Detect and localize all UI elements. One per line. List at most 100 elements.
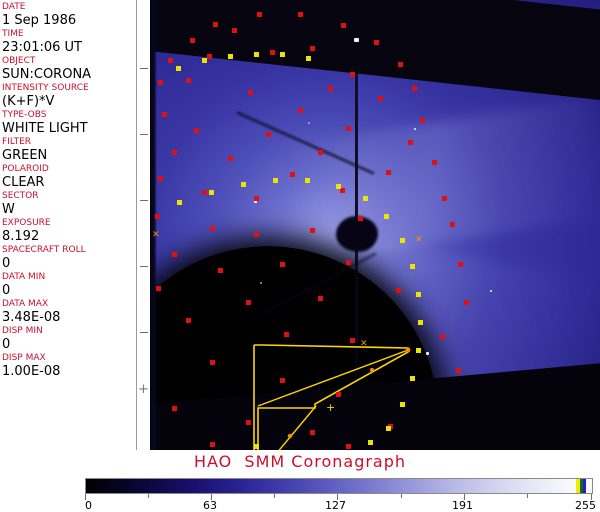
- metadata-value-date: 1 Sep 1986: [2, 13, 77, 28]
- feature-marker-yellow: [400, 238, 405, 243]
- feature-marker-yellow: [363, 196, 368, 201]
- page-title: HAO SMM Coronagraph: [193, 452, 407, 471]
- metadata-label-intensity-source: INTENSITY SOURCE: [2, 83, 89, 93]
- metadata-field-data-max: DATA MAX 3.48E-08: [2, 299, 136, 325]
- corona-field: [150, 0, 600, 450]
- feature-marker-orange-x: ✕: [360, 339, 368, 349]
- metadata-field-disp-max: DISP MAX 1.00E-08: [2, 353, 136, 379]
- feature-marker-yellow: [254, 52, 259, 57]
- occulter-center-blob: [336, 216, 378, 252]
- feature-marker-red: [266, 132, 271, 137]
- metadata-field-data-min: DATA MIN 0: [2, 272, 136, 298]
- metadata-label-date: DATE: [2, 2, 26, 12]
- metadata-value-polaroid: CLEAR: [2, 175, 45, 190]
- colorbar-tick-label-0: 0: [85, 499, 92, 512]
- feature-marker-red: [386, 170, 391, 175]
- metadata-sidebar: DATE 1 Sep 1986 TIME 23:01:06 UT OBJECT …: [0, 0, 137, 450]
- polygon-center-crosshair: +: [326, 401, 336, 414]
- colorbar[interactable]: [85, 478, 593, 494]
- feature-marker-yellow: [306, 56, 311, 61]
- feature-marker-red: [232, 28, 237, 33]
- feature-marker-yellow: [386, 426, 391, 431]
- feature-marker-red: [378, 96, 383, 101]
- feature-marker-red: [172, 150, 177, 155]
- bright-point: [354, 38, 359, 42]
- feature-marker-red: [350, 338, 355, 343]
- metadata-value-data-min: 0: [2, 283, 11, 298]
- feature-marker-red: [172, 252, 177, 257]
- feature-marker-orange-x: ✕: [152, 230, 160, 240]
- metadata-field-spacecraft-roll: SPACECRAFT ROLL 0: [2, 245, 136, 271]
- feature-marker-red: [420, 118, 425, 123]
- metadata-field-intensity-source: INTENSITY SOURCE (K+F)*V: [2, 83, 136, 109]
- metadata-field-disp-min: DISP MIN 0: [2, 326, 136, 352]
- colorbar-tick-major: [337, 494, 338, 500]
- metadata-label-polaroid: POLAROID: [2, 164, 49, 174]
- colorbar-tick-major: [464, 494, 465, 500]
- metadata-label-type-obs: TYPE-OBS: [2, 110, 47, 120]
- feature-marker-red: [248, 90, 253, 95]
- bright-point: [414, 128, 416, 130]
- colorbar-tick-major: [591, 494, 592, 500]
- feature-marker-yellow: [368, 440, 373, 445]
- feature-marker-yellow: [305, 178, 310, 183]
- feature-marker-yellow: [273, 178, 278, 183]
- colorbar-stripe-yellow: [576, 479, 580, 493]
- feature-marker-red: [210, 442, 215, 447]
- metadata-value-intensity-source: (K+F)*V: [2, 94, 55, 109]
- metadata-label-spacecraft-roll: SPACECRAFT ROLL: [2, 245, 86, 255]
- feature-marker-red: [190, 38, 195, 43]
- feature-marker-red: [168, 58, 173, 63]
- feature-marker-yellow: [254, 444, 259, 449]
- metadata-value-filter: GREEN: [2, 148, 48, 163]
- feature-marker-red: [158, 176, 163, 181]
- coronagraph-image[interactable]: +: [150, 0, 600, 450]
- feature-marker-yellow: [176, 66, 181, 71]
- feature-marker-yellow: [177, 200, 182, 205]
- metadata-value-type-obs: WHITE LIGHT: [2, 121, 88, 136]
- feature-marker-red: [213, 22, 218, 27]
- metadata-value-disp-max: 1.00E-08: [2, 364, 61, 379]
- feature-marker-red: [298, 12, 303, 17]
- metadata-label-sector: SECTOR: [2, 191, 39, 201]
- feature-marker-red: [270, 50, 275, 55]
- metadata-field-date: DATE 1 Sep 1986: [2, 2, 136, 28]
- metadata-label-disp-min: DISP MIN: [2, 326, 43, 336]
- feature-marker-red: [162, 112, 167, 117]
- feature-marker-red: [450, 222, 455, 227]
- axis-tick-left: [140, 134, 148, 135]
- colorbar-stripe-blue: [583, 479, 586, 493]
- feature-marker-yellow: [209, 190, 214, 195]
- colorbar-tick-minor: [527, 494, 528, 498]
- colorbar-tick-major: [85, 494, 86, 500]
- feature-marker-red: [358, 216, 363, 221]
- metadata-value-sector: W: [2, 202, 15, 217]
- feature-marker-red: [254, 232, 259, 237]
- colorbar-axis: 0 63 127 191 255: [85, 494, 596, 512]
- metadata-value-data-max: 3.48E-08: [2, 310, 61, 325]
- feature-marker-red: [396, 288, 401, 293]
- feature-marker-red: [158, 80, 163, 85]
- feature-marker-red: [284, 332, 289, 337]
- feature-marker-red: [442, 196, 447, 201]
- field-edge-left: [150, 0, 157, 450]
- metadata-label-disp-max: DISP MAX: [2, 353, 46, 363]
- feature-marker-red: [440, 334, 445, 339]
- bright-point: [254, 200, 257, 203]
- metadata-label-object: OBJECT: [2, 56, 36, 66]
- axis-tick-left: [140, 200, 148, 201]
- metadata-field-type-obs: TYPE-OBS WHITE LIGHT: [2, 110, 136, 136]
- feature-marker-yellow: [416, 292, 421, 297]
- feature-marker-red: [246, 420, 251, 425]
- feature-marker-yellow: [410, 376, 415, 381]
- metadata-label-data-min: DATA MIN: [2, 272, 46, 282]
- annotation-overlay: [253, 344, 411, 450]
- feature-marker-red: [458, 262, 463, 267]
- feature-marker-yellow: [280, 52, 285, 57]
- axis-cross-left: +: [138, 382, 149, 397]
- metadata-value-spacecraft-roll: 0: [2, 256, 11, 271]
- feature-marker-yellow: [202, 58, 207, 63]
- feature-marker-yellow: [336, 184, 341, 189]
- colorbar-gradient: [85, 478, 593, 494]
- feature-marker-yellow: [400, 402, 405, 407]
